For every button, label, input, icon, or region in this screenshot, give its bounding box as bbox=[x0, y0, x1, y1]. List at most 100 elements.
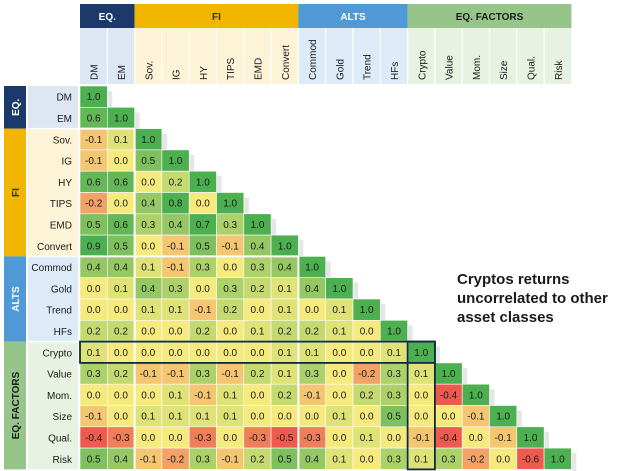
cell-value-crypto-dm: 0.1 bbox=[87, 348, 101, 359]
cell-value-qual-emd: -0.3 bbox=[249, 433, 267, 444]
col-label-ig: IG bbox=[172, 69, 183, 80]
row-label-hfs: HFs bbox=[54, 327, 72, 338]
col-label-trend: Trend bbox=[363, 54, 374, 80]
cell-value-value-commod: 0.3 bbox=[305, 369, 319, 380]
cell-value-value-em: 0.2 bbox=[114, 369, 128, 380]
cell-value-trend-emd: 0.0 bbox=[250, 305, 264, 316]
cell-value-qual-tips: 0.0 bbox=[223, 433, 237, 444]
cell-value-commod-emd: 0.3 bbox=[250, 263, 264, 274]
cell-value-trend-tips: 0.2 bbox=[223, 305, 237, 316]
col-label-hy: HY bbox=[199, 66, 210, 80]
cell-value-mom-mom: 1.0 bbox=[469, 390, 483, 401]
cell-value-mom-emd: 0.0 bbox=[250, 390, 264, 401]
cell-value-gold-ig: 0.3 bbox=[169, 284, 183, 295]
row-label-mom: Mom. bbox=[47, 391, 72, 402]
cell-value-convert-dm: 0.9 bbox=[87, 241, 101, 252]
cell-value-ig-ig: 1.0 bbox=[169, 156, 183, 167]
cell-value-crypto-em: 0.0 bbox=[114, 348, 128, 359]
cell-value-risk-gold: 0.1 bbox=[332, 454, 346, 465]
cell-value-tips-em: 0.0 bbox=[114, 199, 128, 210]
cell-value-qual-gold: 0.0 bbox=[332, 433, 346, 444]
row-label-ig: IG bbox=[61, 157, 72, 168]
cell-value-hfs-trend: 0.0 bbox=[360, 326, 374, 337]
col-group-band-eq bbox=[80, 4, 135, 28]
cell-value-mom-value: -0.4 bbox=[440, 390, 458, 401]
col-label-crypto: Crypto bbox=[417, 50, 428, 80]
cell-value-value-value: 1.0 bbox=[442, 369, 456, 380]
cell-value-size-sov: 0.1 bbox=[141, 412, 155, 423]
diagonal-shadow bbox=[271, 218, 277, 241]
row-group-band-alts bbox=[4, 256, 26, 342]
row-label-emd: EMD bbox=[50, 220, 72, 231]
diagonal-shadow bbox=[243, 197, 249, 219]
cell-value-ig-sov: 0.5 bbox=[141, 156, 155, 167]
cell-value-commod-convert: 0.4 bbox=[278, 263, 292, 274]
cell-value-commod-em: 0.4 bbox=[114, 263, 128, 274]
cell-value-ig-dm: -0.1 bbox=[85, 156, 103, 167]
cell-value-gold-commod: 0.4 bbox=[305, 284, 319, 295]
cell-value-convert-hy: 0.5 bbox=[196, 241, 210, 252]
cell-value-tips-hy: 0.0 bbox=[196, 199, 210, 210]
row-label-commod: Commod bbox=[31, 263, 72, 274]
col-label-mom: Mom. bbox=[472, 55, 483, 80]
cell-value-mom-hfs: 0.3 bbox=[387, 390, 401, 401]
cell-value-qual-mom: 0.0 bbox=[469, 433, 483, 444]
cell-value-hfs-hy: 0.2 bbox=[196, 326, 210, 337]
cell-value-qual-dm: -0.4 bbox=[85, 433, 103, 444]
cell-value-gold-convert: 0.1 bbox=[278, 284, 292, 295]
cell-value-qual-hy: -0.3 bbox=[194, 433, 212, 444]
cell-value-hfs-hfs: 1.0 bbox=[387, 326, 401, 337]
cell-value-sov-em: 0.1 bbox=[114, 135, 128, 146]
row-label-tips: TIPS bbox=[50, 199, 73, 210]
cell-value-convert-em: 0.5 bbox=[114, 241, 128, 252]
col-group-label-eq: EQ. bbox=[99, 12, 116, 23]
diagonal-shadow bbox=[107, 91, 113, 113]
cell-value-crypto-trend: 0.0 bbox=[360, 348, 374, 359]
row-label-risk: Risk bbox=[53, 455, 73, 466]
cell-value-gold-tips: 0.3 bbox=[223, 284, 237, 295]
cell-value-crypto-emd: 0.0 bbox=[250, 348, 264, 359]
cell-value-risk-size: 0.0 bbox=[496, 454, 510, 465]
cell-value-crypto-sov: 0.0 bbox=[141, 348, 155, 359]
cell-value-mom-ig: 0.1 bbox=[169, 390, 183, 401]
cell-value-hfs-gold: 0.1 bbox=[332, 326, 346, 337]
cell-value-risk-convert: 0.5 bbox=[278, 454, 292, 465]
col-label-commod: Commod bbox=[308, 39, 319, 80]
cell-value-value-trend: -0.2 bbox=[358, 369, 376, 380]
cell-value-hy-ig: 0.2 bbox=[169, 177, 183, 188]
row-label-qual: Qual. bbox=[48, 433, 72, 444]
row-group-label-fi: FI bbox=[11, 188, 22, 197]
cell-value-commod-commod: 1.0 bbox=[305, 263, 319, 274]
row-label-value: Value bbox=[47, 370, 72, 381]
cell-value-size-tips: 0.1 bbox=[223, 412, 237, 423]
cell-value-risk-hfs: 0.3 bbox=[387, 454, 401, 465]
cell-risk-risk bbox=[543, 447, 572, 470]
diagonal-shadow bbox=[353, 282, 358, 304]
cell-value-value-tips: -0.1 bbox=[222, 369, 240, 380]
cell-value-hfs-tips: 0.0 bbox=[223, 326, 237, 337]
cell-value-crypto-hfs: 0.1 bbox=[387, 348, 401, 359]
cell-value-size-em: 0.0 bbox=[114, 412, 128, 423]
diagonal-shadow bbox=[434, 346, 440, 368]
row-label-trend: Trend bbox=[46, 306, 72, 317]
cell-value-value-hy: 0.3 bbox=[196, 369, 210, 380]
cell-value-hy-hy: 1.0 bbox=[196, 177, 210, 188]
cell-value-size-crypto: 0.0 bbox=[414, 412, 428, 423]
cell-value-risk-dm: 0.5 bbox=[87, 454, 101, 465]
row-header-bg-eq-factors bbox=[28, 341, 78, 470]
diagonal-shadow bbox=[134, 112, 140, 134]
col-label-gold: Gold bbox=[335, 59, 346, 80]
cell-value-gold-gold: 1.0 bbox=[332, 284, 346, 295]
cell-value-sov-dm: -0.1 bbox=[85, 135, 103, 146]
cell-value-crypto-hy: 0.0 bbox=[196, 348, 210, 359]
diagonal-shadow bbox=[380, 304, 386, 326]
col-label-emd: EMD bbox=[253, 58, 264, 80]
col-label-qual: Qual. bbox=[526, 56, 537, 80]
cell-value-trend-commod: 0.0 bbox=[305, 305, 319, 316]
cell-value-mom-dm: 0.0 bbox=[87, 390, 101, 401]
row-label-em: EM bbox=[57, 114, 72, 125]
cell-value-em-dm: 0.6 bbox=[87, 113, 101, 124]
cell-value-qual-qual: 1.0 bbox=[523, 433, 537, 444]
cell-value-hfs-sov: 0.0 bbox=[141, 326, 155, 337]
cell-value-emd-sov: 0.3 bbox=[141, 220, 155, 231]
